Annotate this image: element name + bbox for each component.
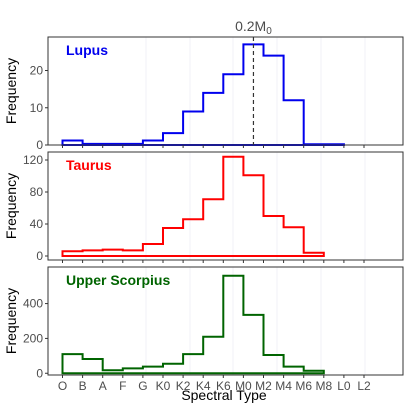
x-tick-label: M6 [295,379,312,393]
panel-title: Taurus [66,157,112,173]
panel-upper-scorpius: 0 200 400 Frequency Upper Scorpius O B A F G K0 K2 K… [3,266,404,393]
y-tick-label: 80 [30,185,44,199]
y-tick-label: 120 [23,153,43,167]
x-tick-label: M0 [235,379,252,393]
y-tick-label: 0 [36,366,43,380]
x-tick-label: K4 [196,379,211,393]
panel-lupus: 0 10 20 Frequency Lupus 0.2M0 [3,18,404,152]
x-tick-label: G [138,379,147,393]
histogram-series [61,155,325,257]
y-tick-label: 10 [30,101,44,115]
panel-frame [47,266,404,376]
reference-line-label: 0.2M0 [235,18,272,37]
x-tick-label: M2 [255,379,272,393]
x-tick-label: F [119,379,126,393]
panel-frame [47,151,404,261]
panel-taurus: 0 40 80 120 Frequency Taurus [3,151,404,263]
x-tick-label: M4 [275,379,292,393]
panel-title: Upper Scorpius [66,272,170,288]
x-tick-label: A [99,379,107,393]
histogram-series [61,43,345,146]
histogram-series [61,274,325,375]
y-tick-label: 40 [30,217,44,231]
y-axis-label: Frequency [3,58,19,124]
x-tick-label: K0 [156,379,171,393]
x-tick-label: O [58,379,67,393]
y-tick-label: 400 [23,297,43,311]
x-axis-label: Spectral Type [181,387,267,403]
x-tick-label: B [79,379,87,393]
y-axis-label: Frequency [3,288,19,354]
y-axis-label: Frequency [3,173,19,239]
x-tick-label: L0 [337,379,351,393]
y-tick-label: 200 [23,331,43,345]
y-tick-label: 0 [36,138,43,152]
y-tick-label: 20 [30,64,44,78]
x-tick-label: K2 [176,379,191,393]
y-tick-label: 0 [36,249,43,263]
panels: 0 10 20 Frequency Lupus 0.2M0 0 40 80 120 Frequenc… [3,18,404,393]
x-tick-label: L2 [357,379,371,393]
panel-frame [47,36,404,146]
panel-title: Lupus [66,42,108,58]
x-tick-label: K6 [216,379,231,393]
x-tick-label: M8 [315,379,332,393]
